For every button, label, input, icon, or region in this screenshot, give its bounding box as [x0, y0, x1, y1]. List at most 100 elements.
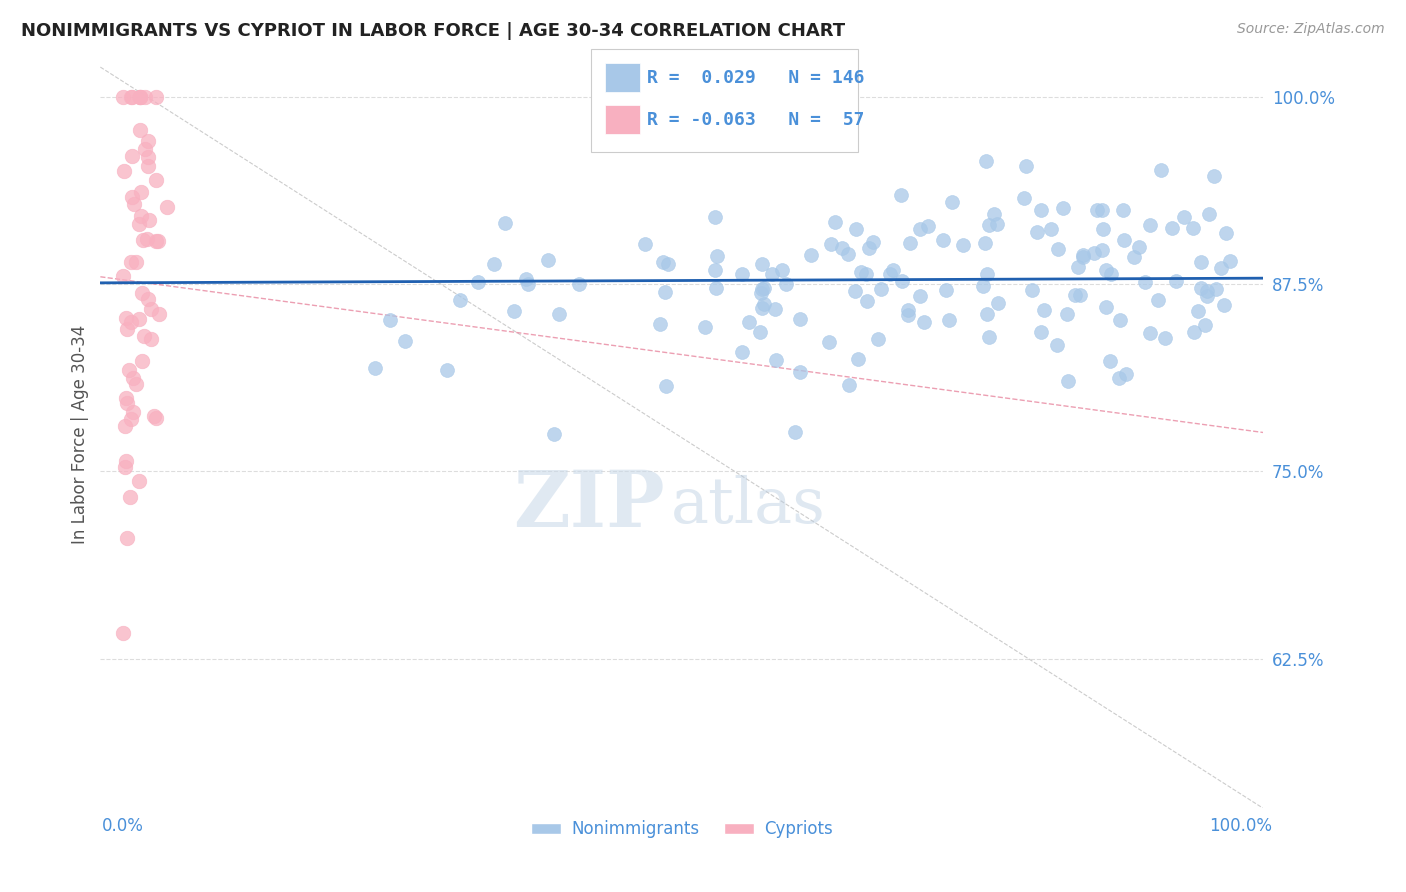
- Point: [748, 325, 770, 339]
- Point: [870, 282, 893, 296]
- Point: [858, 241, 880, 255]
- Point: [494, 216, 516, 230]
- Point: [394, 334, 416, 349]
- Text: Source: ZipAtlas.com: Source: ZipAtlas.com: [1237, 22, 1385, 37]
- Point: [121, 149, 143, 163]
- Point: [846, 351, 869, 366]
- Point: [1197, 284, 1219, 298]
- Point: [136, 292, 159, 306]
- Point: [800, 248, 823, 262]
- Point: [1189, 281, 1212, 295]
- Point: [129, 90, 152, 104]
- Point: [482, 256, 505, 270]
- Point: [855, 267, 877, 281]
- Point: [1194, 318, 1216, 332]
- Point: [129, 209, 152, 223]
- Point: [1128, 240, 1150, 254]
- Point: [115, 454, 138, 468]
- Point: [657, 257, 679, 271]
- Point: [751, 257, 773, 271]
- Point: [1112, 233, 1135, 247]
- Point: [129, 90, 152, 104]
- Point: [838, 378, 860, 392]
- Point: [1123, 250, 1146, 264]
- Point: [134, 142, 156, 156]
- Point: [1161, 221, 1184, 235]
- Point: [972, 278, 994, 293]
- Point: [129, 186, 152, 200]
- Point: [634, 237, 657, 252]
- Point: [136, 150, 159, 164]
- Point: [738, 316, 761, 330]
- Point: [785, 425, 807, 439]
- Point: [125, 377, 148, 392]
- Point: [897, 303, 920, 318]
- Point: [987, 296, 1010, 310]
- Point: [121, 190, 143, 204]
- Point: [1085, 203, 1108, 218]
- Point: [845, 221, 868, 235]
- Point: [1164, 274, 1187, 288]
- Point: [820, 236, 842, 251]
- Point: [128, 217, 150, 231]
- Text: atlas: atlas: [671, 475, 827, 536]
- Point: [652, 255, 675, 269]
- Point: [112, 164, 135, 178]
- Point: [145, 235, 167, 249]
- Point: [1153, 331, 1175, 345]
- Point: [917, 219, 939, 233]
- Point: [751, 283, 773, 297]
- Point: [136, 159, 159, 173]
- Point: [1091, 243, 1114, 257]
- Point: [1115, 368, 1137, 382]
- Point: [1046, 337, 1069, 351]
- Point: [114, 311, 136, 326]
- Point: [449, 293, 471, 308]
- Point: [131, 353, 153, 368]
- Point: [1189, 255, 1212, 269]
- Point: [693, 320, 716, 334]
- Point: [567, 277, 589, 292]
- Point: [136, 134, 159, 148]
- Point: [1029, 203, 1052, 218]
- Point: [128, 123, 150, 137]
- Point: [824, 215, 846, 229]
- Point: [986, 218, 1008, 232]
- Point: [1099, 354, 1122, 368]
- Point: [121, 90, 143, 104]
- Point: [515, 271, 537, 285]
- Point: [122, 371, 145, 385]
- Point: [1139, 218, 1161, 232]
- Point: [763, 301, 786, 316]
- Point: [114, 419, 136, 434]
- Point: [543, 427, 565, 442]
- Point: [134, 90, 156, 104]
- Point: [655, 379, 678, 393]
- Point: [1108, 370, 1130, 384]
- Point: [139, 332, 162, 346]
- Point: [1099, 267, 1122, 281]
- Point: [862, 235, 884, 249]
- Point: [749, 286, 772, 301]
- Point: [516, 277, 538, 292]
- Point: [1213, 298, 1236, 312]
- Point: [131, 233, 153, 247]
- Point: [1133, 275, 1156, 289]
- Point: [117, 531, 139, 545]
- Point: [662, 122, 685, 136]
- Point: [128, 312, 150, 326]
- Point: [1069, 288, 1091, 302]
- Point: [751, 301, 773, 315]
- Point: [132, 328, 155, 343]
- Point: [141, 302, 163, 317]
- Point: [1150, 162, 1173, 177]
- Point: [974, 154, 997, 169]
- Point: [706, 281, 728, 295]
- Point: [1182, 325, 1205, 339]
- Point: [1057, 375, 1080, 389]
- Point: [1205, 282, 1227, 296]
- Point: [1109, 313, 1132, 327]
- Point: [977, 218, 1000, 232]
- Point: [879, 268, 901, 282]
- Point: [1083, 246, 1105, 260]
